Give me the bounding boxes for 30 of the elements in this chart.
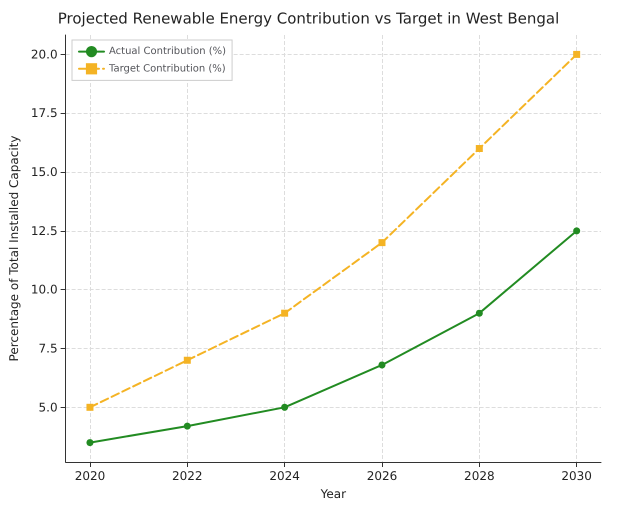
y-tick-label: 12.5	[30, 224, 58, 238]
point	[476, 310, 483, 317]
point	[86, 404, 94, 411]
point	[573, 50, 580, 58]
y-axis-title: Percentage of Total Installed Capacity	[7, 136, 21, 362]
point	[476, 145, 483, 152]
y-tick-label: 20.0	[30, 47, 58, 62]
point	[281, 310, 288, 317]
x-tick-label: 2028	[464, 469, 495, 483]
x-tick-label: 2020	[74, 469, 106, 483]
x-axis-title: Year	[320, 487, 346, 501]
x-tick-label: 2026	[366, 469, 398, 483]
y-tick-label: 5.0	[38, 400, 58, 414]
point	[184, 422, 191, 430]
x-tick-label: 2022	[172, 469, 203, 483]
point	[573, 227, 580, 234]
point	[378, 239, 386, 246]
legend-label: Target Contribution (%)	[108, 63, 226, 74]
legend-label: Actual Contribution (%)	[109, 46, 226, 58]
y-tick-label: 7.5	[38, 341, 58, 356]
point	[281, 404, 288, 411]
x-tick-label: 2030	[561, 469, 592, 483]
point	[378, 361, 386, 368]
point	[86, 439, 94, 446]
y-tick-label: 17.5	[30, 106, 58, 120]
x-tick-label: 2024	[269, 469, 300, 483]
y-tick-label: 10.0	[30, 282, 58, 297]
point	[184, 356, 191, 364]
y-tick-label: 15.0	[30, 165, 58, 180]
chart-title: Projected Renewable Energy Contribution vs Target in West Bengal	[58, 10, 560, 28]
